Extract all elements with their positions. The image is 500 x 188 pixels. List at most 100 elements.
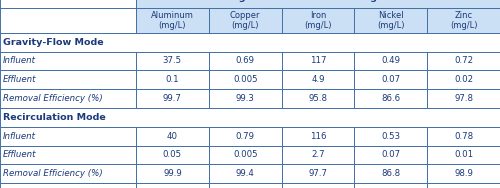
Text: 0.05: 0.05 [163, 150, 182, 159]
Text: 0.02: 0.02 [454, 75, 473, 84]
Bar [136, 146, 209, 164]
Text: Aluminum
(mg/L): Aluminum (mg/L) [151, 11, 194, 30]
Bar [0, 33, 500, 52]
Bar [354, 8, 427, 33]
Bar [209, 89, 282, 108]
Bar [0, 146, 136, 164]
Text: Influent: Influent [3, 56, 36, 65]
Bar [282, 70, 354, 89]
Bar [0, 108, 500, 127]
Bar [282, 8, 354, 33]
Text: Influent: Influent [3, 132, 36, 141]
Bar [0, 183, 500, 188]
Bar [136, 8, 209, 33]
Bar [136, 0, 500, 8]
Bar [209, 146, 282, 164]
Text: 0.49: 0.49 [382, 56, 400, 65]
Bar [427, 183, 500, 188]
Bar [354, 127, 427, 146]
Text: 86.6: 86.6 [381, 94, 400, 103]
Text: Gravity-Flow Mode: Gravity-Flow Mode [3, 38, 103, 47]
Text: 0.53: 0.53 [381, 132, 400, 141]
Bar [427, 164, 500, 183]
Bar [0, 70, 500, 89]
Bar [209, 52, 282, 70]
Bar [136, 127, 209, 146]
Bar [282, 127, 354, 146]
Text: Nickel
(mg/L): Nickel (mg/L) [377, 11, 404, 30]
Bar [0, 164, 500, 183]
Text: 98.9: 98.9 [454, 169, 473, 178]
Bar [282, 164, 354, 183]
Bar [136, 183, 209, 188]
Bar [0, 146, 500, 164]
Bar [136, 8, 209, 33]
Text: 40: 40 [167, 132, 178, 141]
Text: 0.1: 0.1 [166, 75, 179, 84]
Text: Effluent: Effluent [3, 150, 36, 159]
Bar [427, 8, 500, 33]
Bar [354, 8, 427, 33]
Text: 86.8: 86.8 [381, 169, 400, 178]
Text: 99.3: 99.3 [236, 94, 255, 103]
Bar [209, 164, 282, 183]
Text: 116: 116 [310, 132, 326, 141]
Text: 0.79: 0.79 [236, 132, 255, 141]
Text: 2.7: 2.7 [311, 150, 325, 159]
Text: 0.78: 0.78 [454, 132, 473, 141]
Bar [0, 89, 136, 108]
Bar [354, 89, 427, 108]
Text: 37.5: 37.5 [163, 56, 182, 65]
Text: 0.72: 0.72 [454, 56, 473, 65]
Bar [354, 70, 427, 89]
Bar [0, 8, 136, 33]
Bar [427, 127, 500, 146]
Bar [0, 164, 136, 183]
Bar [136, 164, 209, 183]
Text: 99.9: 99.9 [163, 169, 182, 178]
Bar [282, 52, 354, 70]
Bar [209, 183, 282, 188]
Text: 99.7: 99.7 [163, 94, 182, 103]
Bar [427, 52, 500, 70]
Bar [0, 183, 136, 188]
Bar [136, 89, 209, 108]
Bar [0, 0, 136, 8]
Text: 0.005: 0.005 [233, 150, 258, 159]
Text: Recirculation Mode: Recirculation Mode [3, 113, 106, 122]
Bar [0, 52, 500, 70]
Bar [354, 146, 427, 164]
Bar [0, 33, 500, 52]
Text: 0.69: 0.69 [236, 56, 255, 65]
Bar [354, 52, 427, 70]
Bar [427, 146, 500, 164]
Text: 99.4: 99.4 [236, 169, 255, 178]
Bar [0, 127, 500, 146]
Bar [136, 0, 500, 8]
Text: 97.7: 97.7 [308, 169, 328, 178]
Bar [209, 70, 282, 89]
Bar [0, 70, 136, 89]
Bar [427, 70, 500, 89]
Bar [0, 0, 136, 8]
Text: 0.07: 0.07 [381, 75, 400, 84]
Text: 95.8: 95.8 [308, 94, 328, 103]
Text: Removal Efficiency (%): Removal Efficiency (%) [3, 94, 103, 103]
Bar [427, 8, 500, 33]
Bar [282, 8, 354, 33]
Bar [427, 89, 500, 108]
Text: Average Concentrations of Target Metals: Average Concentrations of Target Metals [208, 0, 428, 2]
Text: Copper
(mg/L): Copper (mg/L) [230, 11, 260, 30]
Bar [282, 146, 354, 164]
Text: 0.01: 0.01 [454, 150, 473, 159]
Bar [0, 127, 136, 146]
Bar [354, 164, 427, 183]
Text: Zinc
(mg/L): Zinc (mg/L) [450, 11, 477, 30]
Bar [209, 127, 282, 146]
Bar [0, 8, 136, 33]
Text: 97.8: 97.8 [454, 94, 473, 103]
Bar [136, 70, 209, 89]
Bar [0, 89, 500, 108]
Text: 4.9: 4.9 [311, 75, 325, 84]
Bar [0, 108, 500, 127]
